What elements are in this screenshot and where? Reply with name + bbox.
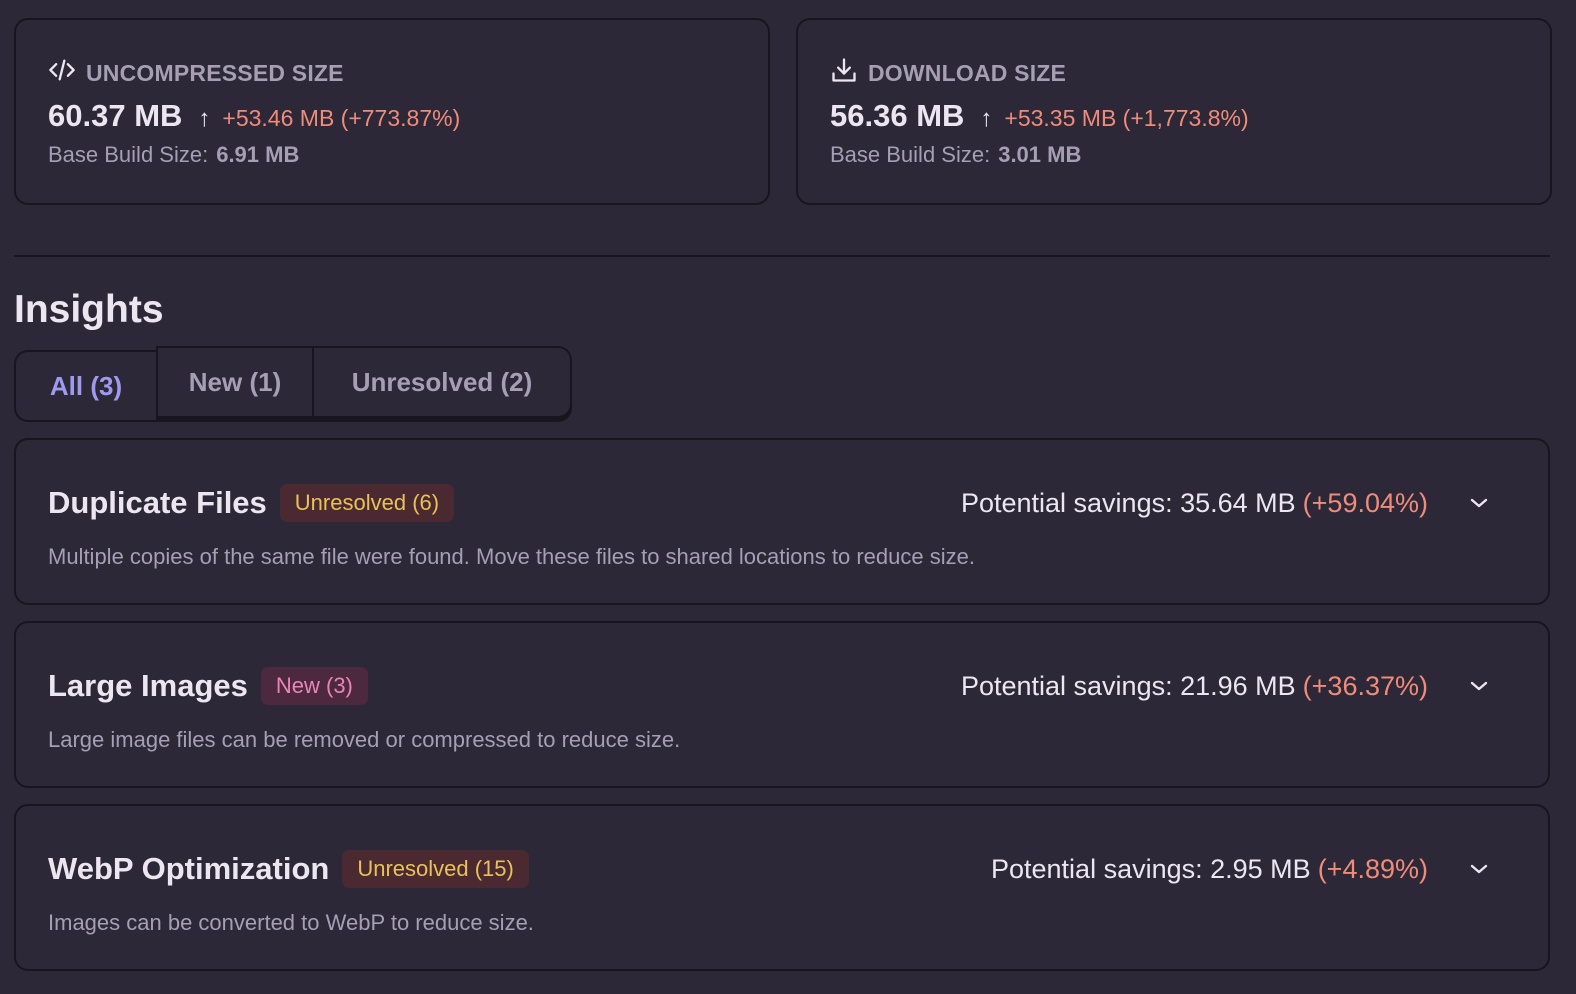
insight-title: WebP Optimization — [48, 851, 330, 886]
insight-title: Large Images — [48, 668, 248, 703]
insight-description: Multiple copies of the same file were fo… — [48, 544, 975, 569]
insight-card-duplicate-files[interactable]: Duplicate Files Unresolved (6) Potential… — [14, 438, 1550, 605]
arrow-up-icon: ↑ — [980, 105, 993, 132]
download-icon — [830, 56, 858, 90]
status-badge: Unresolved (15) — [342, 850, 529, 888]
arrow-up-icon: ↑ — [198, 105, 211, 132]
insights-filter-tabs: All (3) New (1) Unresolved (2) — [14, 346, 572, 422]
size-delta: +53.35 MB (+1,773.8%) — [1004, 105, 1249, 131]
status-badge: New (3) — [260, 667, 368, 705]
insight-description: Large image files can be removed or comp… — [48, 727, 681, 752]
size-summary: UNCOMPRESSED SIZE 60.37 MB ↑ +53.46 MB (… — [14, 18, 1552, 205]
status-badge: Unresolved (6) — [279, 484, 455, 522]
tab-unresolved[interactable]: Unresolved (2) — [314, 346, 572, 418]
code-icon — [48, 56, 76, 90]
chevron-down-icon[interactable] — [1468, 492, 1490, 514]
size-label: UNCOMPRESSED SIZE — [86, 59, 344, 86]
insight-card-large-images[interactable]: Large Images New (3) Potential savings: … — [14, 621, 1550, 788]
section-divider — [14, 255, 1550, 257]
insight-description: Images can be converted to WebP to reduc… — [48, 910, 534, 935]
potential-savings: Potential savings: 21.96 MB (+36.37%) — [961, 671, 1428, 702]
potential-savings: Potential savings: 35.64 MB (+59.04%) — [961, 488, 1428, 519]
size-value: 60.37 MB — [48, 98, 183, 133]
savings-amount: Potential savings: 2.95 MB — [991, 853, 1311, 884]
insights-heading: Insights — [14, 288, 164, 331]
base-size-label: Base Build Size: — [830, 142, 991, 167]
size-delta: +53.46 MB (+773.87%) — [222, 105, 461, 131]
base-size-value: 3.01 MB — [998, 142, 1082, 167]
base-size-label: Base Build Size: — [48, 142, 209, 167]
savings-percent: (+4.89%) — [1317, 853, 1428, 884]
potential-savings: Potential savings: 2.95 MB (+4.89%) — [991, 854, 1428, 885]
chevron-down-icon[interactable] — [1468, 675, 1490, 697]
insight-card-webp-optimization[interactable]: WebP Optimization Unresolved (15) Potent… — [14, 804, 1550, 971]
uncompressed-size-card: UNCOMPRESSED SIZE 60.37 MB ↑ +53.46 MB (… — [14, 18, 770, 205]
chevron-down-icon[interactable] — [1468, 858, 1490, 880]
download-size-card: DOWNLOAD SIZE 56.36 MB ↑ +53.35 MB (+1,7… — [796, 18, 1552, 205]
savings-percent: (+36.37%) — [1302, 670, 1428, 701]
base-size-value: 6.91 MB — [216, 142, 300, 167]
savings-amount: Potential savings: 35.64 MB — [960, 487, 1296, 518]
insight-title: Duplicate Files — [48, 485, 267, 520]
tab-all[interactable]: All (3) — [14, 350, 156, 422]
savings-percent: (+59.04%) — [1302, 487, 1428, 518]
tab-new[interactable]: New (1) — [156, 346, 314, 418]
size-label: DOWNLOAD SIZE — [868, 59, 1067, 86]
size-value: 56.36 MB — [830, 98, 965, 133]
savings-amount: Potential savings: 21.96 MB — [960, 670, 1296, 701]
